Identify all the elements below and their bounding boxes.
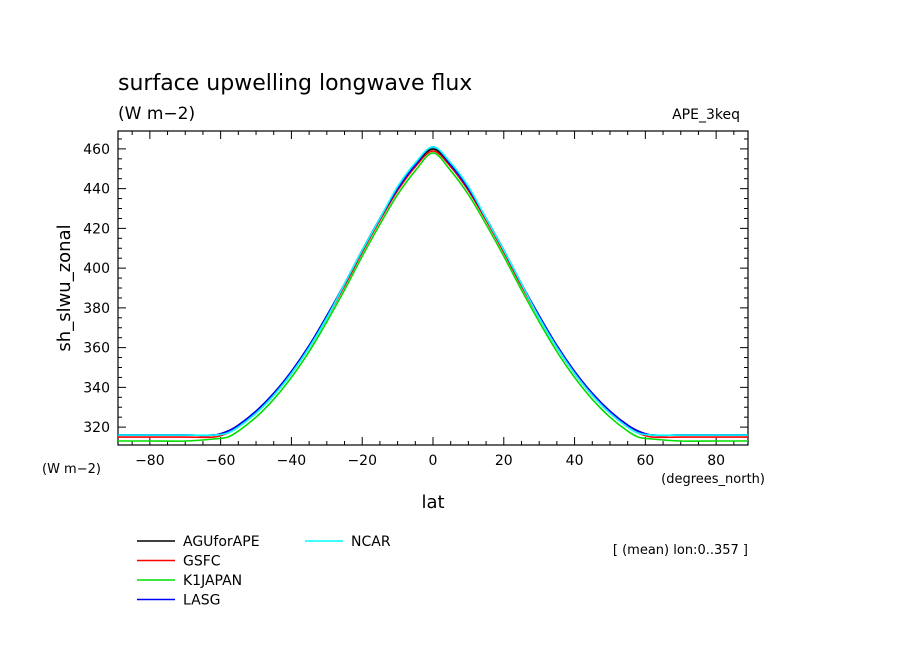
- legend-entry: AGUforAPE: [137, 534, 260, 550]
- x-tick-label: −60: [206, 453, 236, 469]
- chart-subtitle: (W m−2): [118, 104, 195, 124]
- y-tick-label: 420: [83, 221, 110, 237]
- legend-label: NCAR: [351, 534, 391, 550]
- series-line-lasg: [117, 146, 748, 437]
- y-axis-unit: (W m−2): [42, 462, 101, 477]
- y-axis-label: sh_slwu_zonal: [54, 224, 75, 351]
- x-tick-label: 80: [707, 453, 725, 469]
- y-tick-label: 360: [83, 341, 110, 357]
- axis-ticks: −80 −60 −40 −20 0 20 40 60 80 320 340 360 380 400 420 4…: [83, 131, 748, 469]
- legend-entry: LASG: [137, 593, 220, 609]
- plot-area: −80 −60 −40 −20 0 20 40 60 80 320 340 360 380 400 420 4…: [83, 130, 749, 469]
- chart-title: surface upwelling longwave flux: [118, 71, 472, 96]
- experiment-label: APE_3keq: [672, 107, 740, 123]
- y-tick-label: 440: [83, 182, 110, 198]
- x-tick-label: 20: [495, 453, 513, 469]
- x-axis-unit: (degrees_north): [661, 472, 765, 487]
- y-tick-label: 400: [83, 261, 110, 277]
- legend-label: AGUforAPE: [183, 534, 260, 550]
- x-tick-label: −20: [347, 453, 377, 469]
- legend-label: K1JAPAN: [183, 573, 242, 589]
- legend-entry: NCAR: [305, 534, 391, 550]
- legend-label: LASG: [183, 593, 220, 609]
- y-tick-label: 460: [83, 142, 110, 158]
- series-lines: [117, 146, 748, 442]
- series-line-ncar: [117, 146, 748, 437]
- legend-entry: K1JAPAN: [137, 573, 242, 589]
- x-axis-label: lat: [421, 492, 444, 513]
- legend-label: GSFC: [183, 554, 221, 570]
- legend-entry: GSFC: [137, 554, 221, 570]
- series-line-gsfc: [118, 150, 748, 439]
- averaging-note: [ (mean) lon:0..357 ]: [613, 543, 748, 558]
- x-tick-label: −40: [277, 453, 307, 469]
- x-tick-label: 0: [429, 453, 438, 469]
- plot-frame: [117, 130, 749, 446]
- x-tick-label: 60: [636, 453, 654, 469]
- legend: AGUforAPE GSFC K1JAPAN LASG NCAR: [137, 534, 391, 609]
- series-line-k1japan: [118, 152, 748, 442]
- y-tick-label: 340: [83, 380, 110, 396]
- x-tick-label: 40: [566, 453, 584, 469]
- x-tick-label: −80: [135, 453, 165, 469]
- series-line-aguforape: [117, 148, 748, 437]
- y-tick-label: 320: [83, 420, 110, 436]
- y-tick-label: 380: [83, 301, 110, 317]
